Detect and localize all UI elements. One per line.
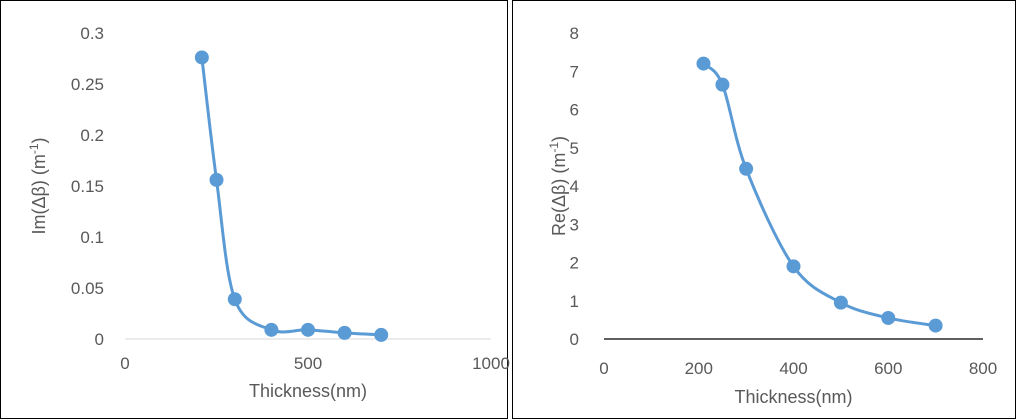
chart-re-svg: 0 1 2 3 4 5 6 7 8 0 200 400 600 800 Thickness(nm) Re(Δβ… [547,24,997,407]
x-axis-title: Thickness(nm) [249,381,367,401]
y-tick-label: 1 [570,292,579,311]
y-tick-label: 0 [570,330,579,349]
x-tick-label: 600 [874,359,902,378]
y-tick-label: 5 [570,139,579,158]
data-point [881,310,896,325]
chart-panel-im: 0 0.05 0.1 0.15 0.2 0.25 0.3 0 500 1000 Thickness(… [0,0,510,419]
y-tick-label: 0 [95,330,104,349]
data-point [928,318,943,333]
y-tick-label: 4 [570,177,579,196]
data-point [833,295,848,310]
x-tick-label: 800 [969,359,997,378]
series-line [200,57,382,337]
y-tick-label: 2 [570,254,579,273]
x-axis-title: Thickness(nm) [734,387,852,407]
data-point [696,56,711,71]
data-point [264,322,279,337]
data-point [301,322,315,337]
data-point [786,259,801,274]
y-tick-label: 0.05 [71,279,104,298]
data-point [337,325,352,340]
data-point [227,292,242,307]
data-point [739,161,754,176]
x-tick-label: 500 [294,354,322,373]
y-tick-label: 8 [570,24,579,43]
y-tick-label: 7 [570,62,579,81]
chart-panel-re: 0 1 2 3 4 5 6 7 8 0 200 400 600 800 Thickness(nm) Re(Δβ… [512,0,1016,419]
chart-im-svg: 0 0.05 0.1 0.15 0.2 0.25 0.3 0 500 1000 Thickness(… [27,24,510,401]
y-tick-label: 0.25 [71,75,104,94]
series-line [702,62,936,328]
y-tick-label: 0.3 [80,24,104,43]
data-point [715,77,730,92]
y-axis-title: Re(Δβ) (m-1) [547,136,569,236]
x-tick-label: 1000 [472,354,510,373]
y-tick-label: 0.1 [80,228,104,247]
x-tick-label: 200 [685,359,713,378]
data-point [194,50,209,65]
y-tick-label: 0.15 [71,177,104,196]
data-point [374,327,389,342]
x-tick-label: 0 [599,359,608,378]
y-tick-label: 3 [570,215,579,234]
y-tick-label: 0.2 [80,126,104,145]
y-axis-title: Im(Δβ) (m-1) [27,137,49,234]
y-tick-label: 6 [570,101,579,120]
x-tick-label: 400 [779,359,807,378]
x-tick-label: 0 [120,354,129,373]
data-point [209,172,224,187]
